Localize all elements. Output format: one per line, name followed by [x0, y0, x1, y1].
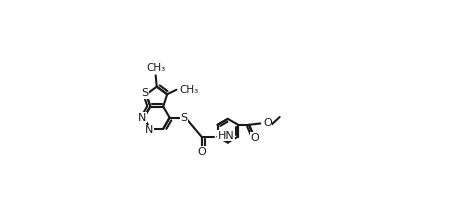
Text: N: N: [138, 113, 146, 123]
Text: HN: HN: [217, 131, 234, 141]
Text: O: O: [251, 133, 260, 143]
Text: N: N: [145, 125, 153, 135]
Text: CH₃: CH₃: [179, 85, 198, 95]
Text: O: O: [263, 118, 272, 128]
Text: S: S: [180, 113, 187, 123]
Text: CH₃: CH₃: [146, 63, 165, 73]
Text: O: O: [198, 147, 207, 157]
Text: S: S: [141, 88, 148, 98]
